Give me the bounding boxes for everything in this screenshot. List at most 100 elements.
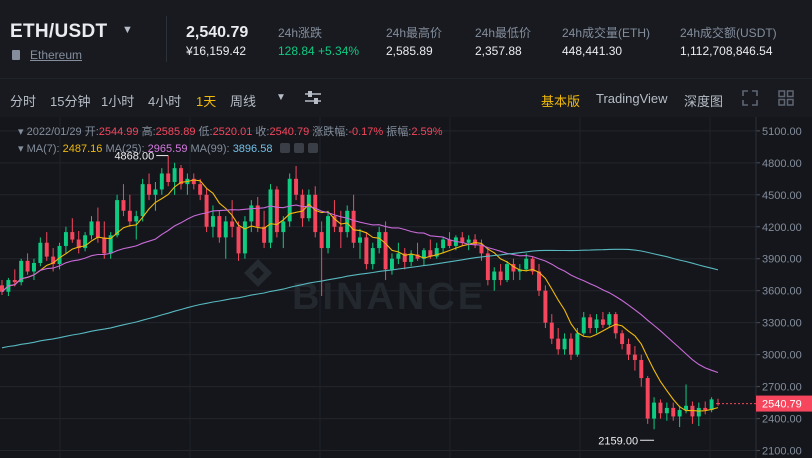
ma7-line [1, 179, 719, 412]
candle-body [383, 232, 388, 270]
candle-body [466, 239, 471, 243]
candle-body [242, 221, 247, 254]
candle-body [153, 189, 158, 195]
candle-body [709, 399, 714, 411]
candle-body [121, 200, 126, 211]
candle-body [281, 221, 286, 233]
symbol-title[interactable]: ETH/USDT [10, 21, 108, 42]
legend-ma99-label: MA(99): [190, 143, 230, 155]
legend-high-label: 高: [141, 126, 156, 138]
legend-change-label: 涨跌幅: [312, 126, 349, 138]
candle-body [44, 242, 49, 257]
candle-body [313, 194, 318, 233]
interval-tab-1h[interactable]: 1小时 [101, 94, 135, 109]
sliders-icon[interactable] [304, 90, 322, 106]
candle-body [191, 178, 196, 185]
candle-body [57, 245, 62, 265]
interval-tab-15m[interactable]: 15分钟 [50, 94, 91, 109]
ohlc-legend: ▾ 2022/01/29 开:2544.99 高:2585.89 低:2520.… [18, 123, 443, 139]
candle-body [524, 258, 529, 270]
candle-body [159, 173, 164, 190]
candle-body [127, 210, 132, 222]
candle-body [664, 407, 669, 414]
candle-body [345, 210, 350, 233]
candle-body [498, 271, 503, 281]
y-tick-label: 3300.00 [762, 318, 802, 330]
candle-body [447, 239, 452, 246]
legend-low-label: 低: [198, 126, 213, 138]
expand-icon[interactable] [742, 90, 758, 106]
coin-info-link[interactable]: Ethereum [30, 48, 83, 62]
legend-low: 2520.01 [212, 126, 253, 138]
view-tab-basic[interactable]: 基本版 [541, 94, 581, 109]
candle-body [626, 343, 631, 355]
candle-body [594, 319, 599, 328]
legend-close-label: 收: [255, 126, 270, 138]
header-divider [166, 16, 167, 62]
candle-body [441, 239, 446, 249]
annotations-layer: 4868.00 2159.00 2540.79 [114, 151, 812, 447]
watermark-logo [244, 259, 272, 287]
candle-body [690, 405, 695, 417]
candle-body [389, 258, 394, 270]
candle-body [543, 290, 548, 323]
candle-body [217, 216, 222, 238]
stat-label-turnover: 24h成交额(USDT) [680, 26, 777, 40]
grid-icon[interactable] [778, 90, 794, 106]
candle-body [236, 226, 241, 254]
legend-ma99: 3896.58 [232, 143, 273, 155]
candle-body [645, 378, 650, 419]
candle-body [179, 168, 183, 185]
candle-body [38, 242, 43, 263]
candle-body [479, 244, 484, 254]
ma25-line [1, 204, 719, 374]
stat-value-high: 2,585.89 [386, 44, 433, 58]
view-tab-depth[interactable]: 深度图 [684, 94, 724, 109]
candle-body [268, 189, 273, 243]
candle-body [549, 322, 554, 339]
interval-tab-1d[interactable]: 1天 [196, 94, 217, 109]
legend-collapse-icon[interactable]: ▾ [18, 126, 24, 138]
y-tick-label: 2700.00 [762, 382, 802, 394]
candle-body [505, 264, 510, 281]
settings-icon[interactable] [293, 143, 304, 153]
stat-value-turnover: 1,112,708,846.54 [680, 44, 773, 58]
ma99-line [1, 248, 719, 349]
candle-body [600, 319, 605, 325]
caret-down-icon[interactable]: ▼ [276, 92, 286, 103]
candle-body [319, 232, 324, 249]
caret-down-icon[interactable]: ▼ [122, 24, 133, 36]
legend-ma7: 2487.16 [62, 143, 103, 155]
legend-open: 2544.99 [98, 126, 139, 138]
candle-body [83, 235, 88, 249]
candle-body [210, 216, 215, 227]
last-price-cny: ¥16,159.42 [186, 44, 247, 58]
candle-body [632, 354, 637, 360]
candle-body [620, 333, 625, 344]
candle-body [485, 253, 490, 281]
view-tab-tradingview[interactable]: TradingView [596, 91, 668, 106]
y-tick-label: 3000.00 [762, 350, 802, 362]
candle-body [370, 248, 375, 265]
eye-icon[interactable] [279, 143, 290, 153]
legend-collapse-icon[interactable]: ▾ [18, 143, 24, 155]
candle-body [198, 184, 203, 195]
stat-value-low: 2,357.88 [475, 44, 522, 58]
legend-amp-label: 振幅: [386, 126, 412, 138]
candle-body [556, 338, 561, 350]
candle-body [274, 189, 279, 233]
candle-body [262, 226, 267, 243]
candle-body [63, 232, 68, 246]
candle-body [703, 407, 708, 411]
interval-tab-1w[interactable]: 周线 [230, 94, 257, 109]
watermark-text: BINANCE [292, 276, 486, 318]
close-icon[interactable] [307, 143, 318, 153]
legend-ma7-label: MA(7): [26, 143, 60, 155]
candle-body [338, 226, 343, 233]
moving-averages-layer [1, 179, 719, 412]
interval-tab-timeshare[interactable]: 分时 [10, 94, 37, 109]
interval-tab-4h[interactable]: 4小时 [148, 94, 182, 109]
candlestick-chart[interactable]: BINANCE 2100.00 2400.00 2700.00 3000.00 3300… [0, 117, 812, 458]
candle-body [434, 248, 439, 257]
candle-body [166, 173, 171, 183]
